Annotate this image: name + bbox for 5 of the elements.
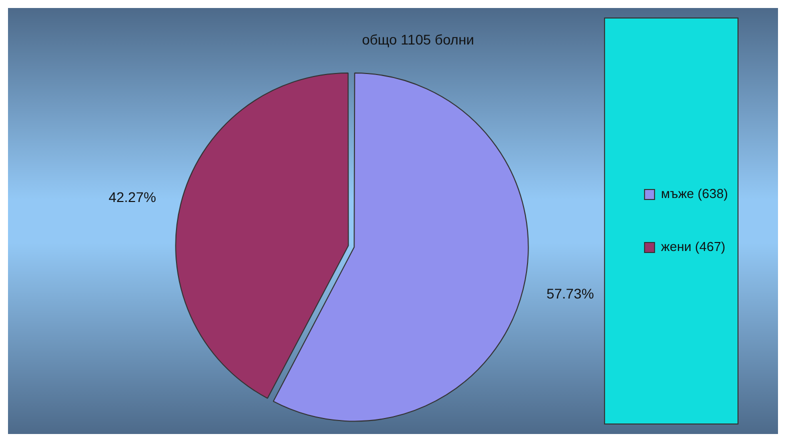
- data-label: 42.27%: [108, 188, 156, 205]
- legend-label: жени (467): [661, 239, 726, 254]
- chart-title: общо 1105 болни: [362, 31, 474, 48]
- legend-label: мъже (638): [661, 186, 728, 202]
- data-label: 57.73%: [546, 286, 594, 302]
